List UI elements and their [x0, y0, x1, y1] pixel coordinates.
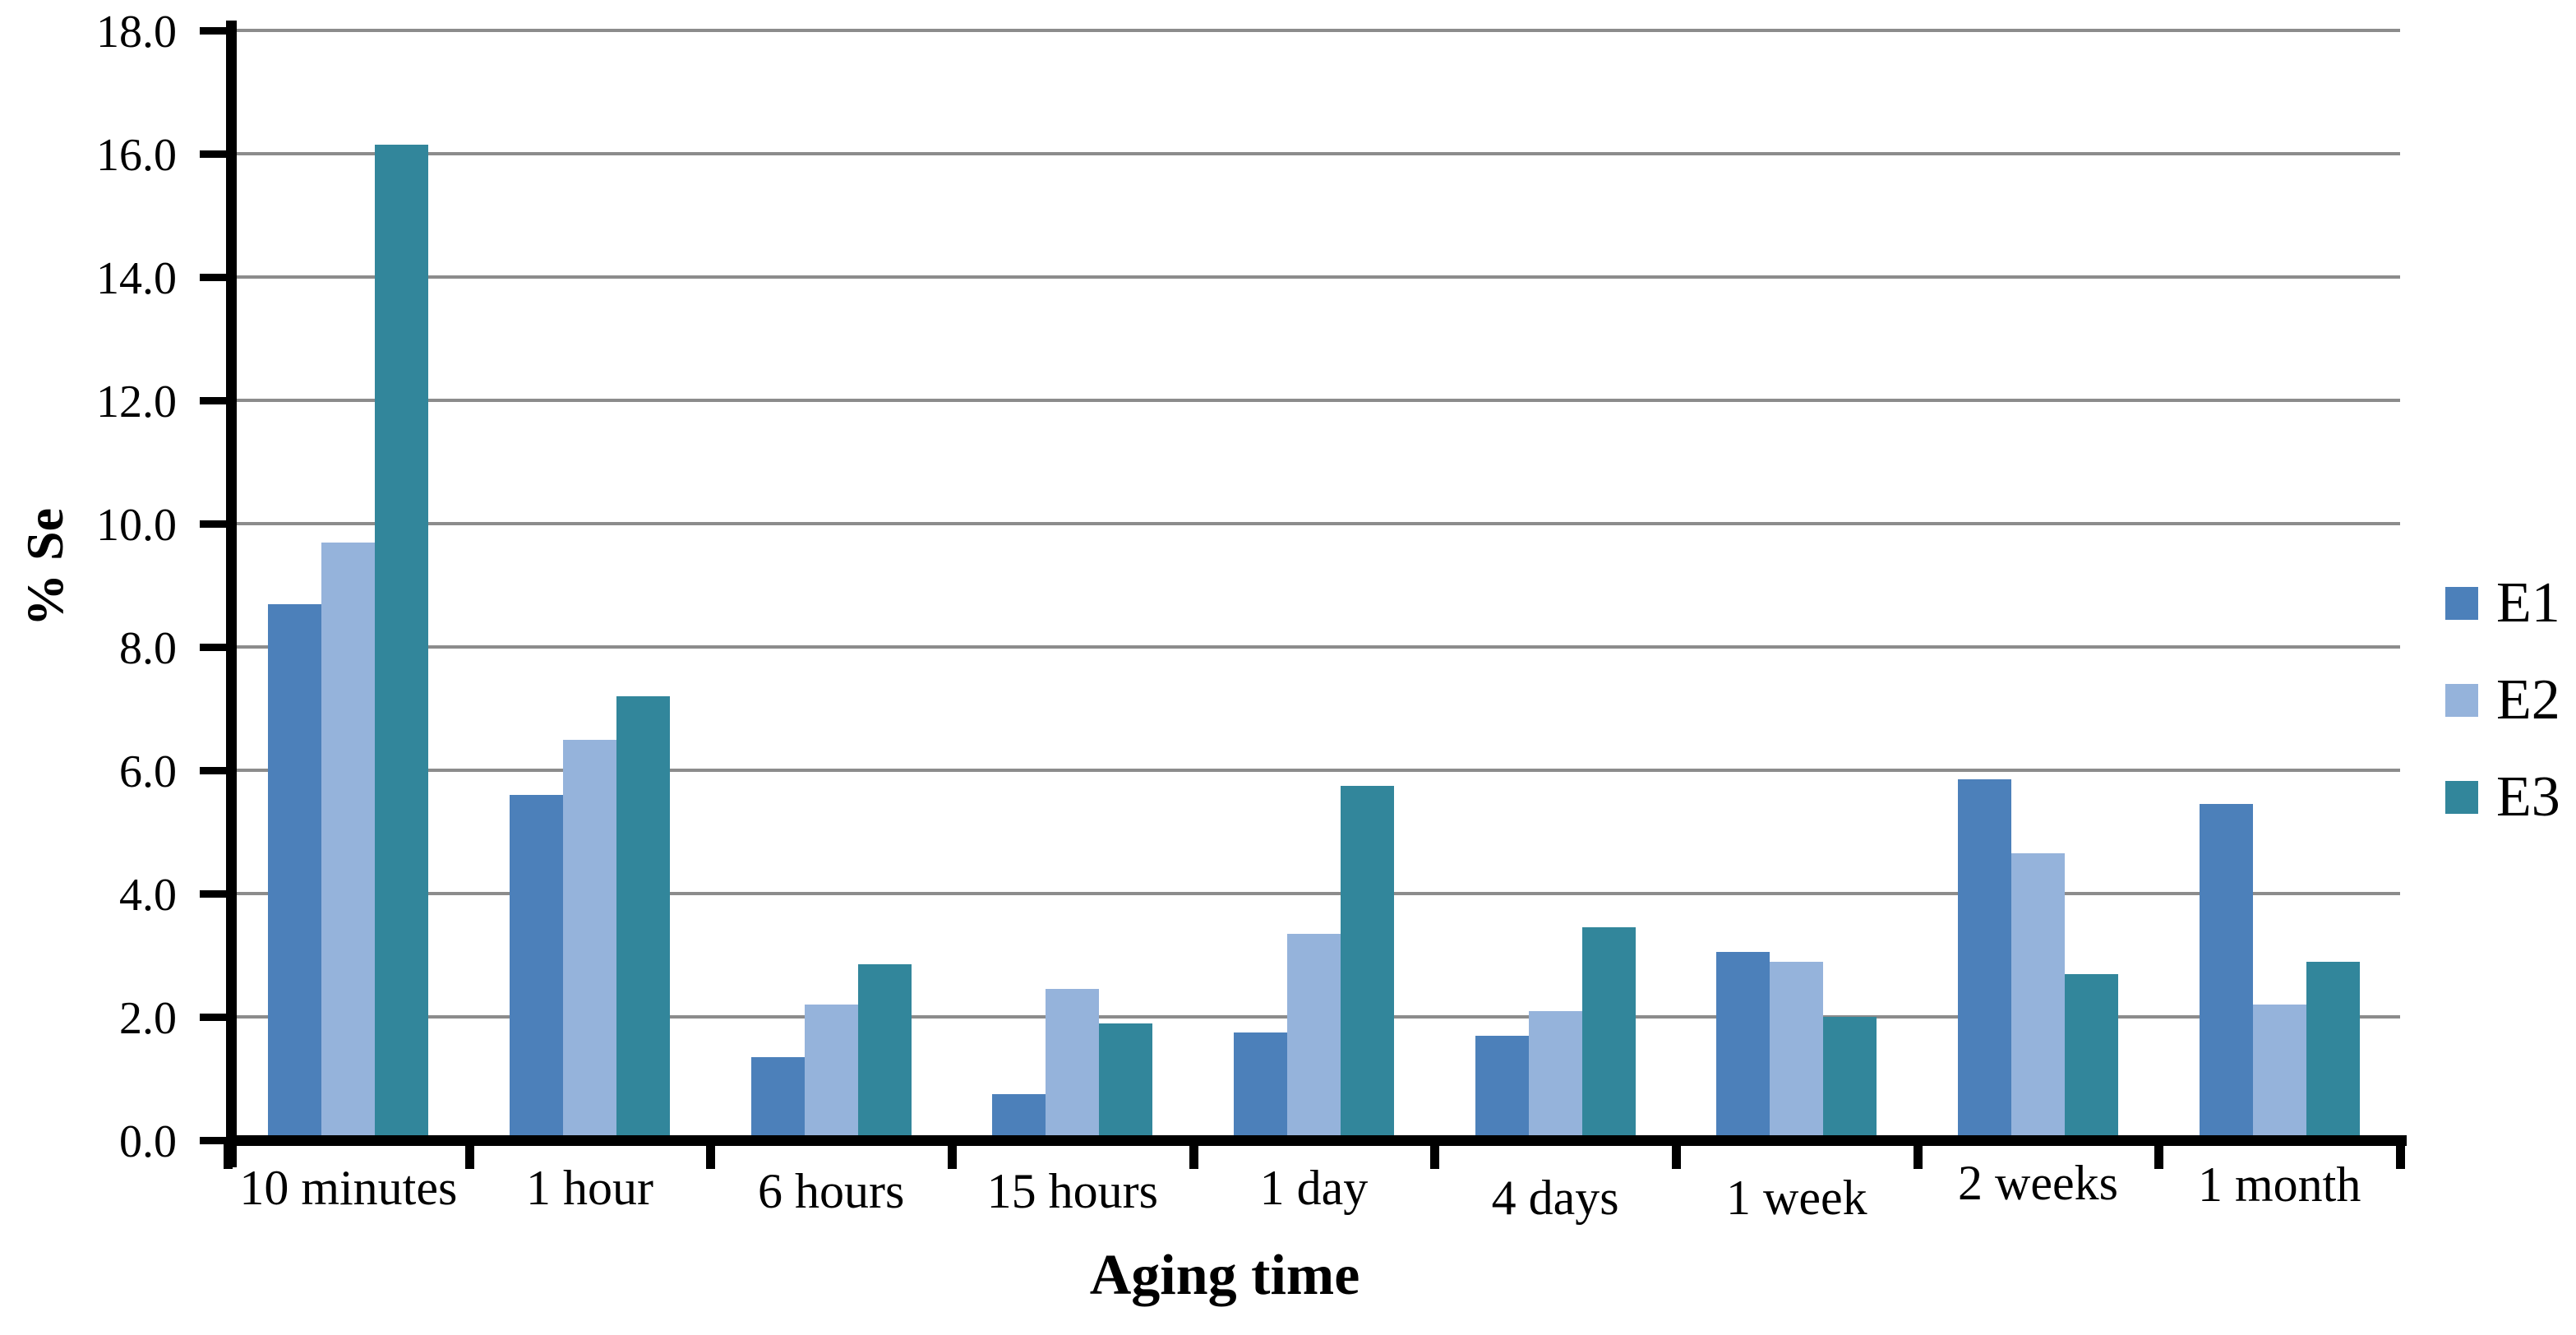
legend-label-e3: E3	[2496, 765, 2560, 829]
x-axis-tick-5	[1430, 1144, 1440, 1169]
y-tick-label-10.0: 10.0	[96, 500, 177, 551]
x-axis-tick-2	[706, 1144, 716, 1169]
x-tick-label-10-minutes: 10 minutes	[239, 1161, 458, 1215]
y-tick-label-0.0: 0.0	[119, 1116, 177, 1167]
legend-label-e2: E2	[2496, 668, 2560, 732]
y-axis-line	[226, 21, 237, 1167]
bar-e3-2-weeks	[2065, 973, 2118, 1140]
x-tick-label-1-hour: 1 hour	[525, 1161, 653, 1215]
gridline-y-12	[228, 399, 2400, 402]
x-axis-title: Aging time	[1089, 1244, 1360, 1307]
y-tick-label-18.0: 18.0	[96, 7, 177, 58]
bar-e2-6-hours	[804, 1005, 858, 1140]
bar-e3-1-day	[1341, 785, 1394, 1140]
bar-e3-1-hour	[616, 696, 670, 1140]
bar-e1-15-hours	[992, 1093, 1046, 1140]
x-tick-label-15-hours: 15 hours	[986, 1164, 1158, 1218]
y-axis-tick-8	[200, 644, 228, 651]
y-axis-tick-14	[200, 274, 228, 281]
gridline-y-14	[228, 275, 2400, 279]
bar-e2-1-hour	[563, 739, 616, 1140]
bar-e2-15-hours	[1046, 989, 1100, 1140]
bar-e1-10-minutes	[268, 603, 322, 1140]
bar-e1-4-days	[1475, 1035, 1529, 1140]
x-axis-tick-3	[948, 1144, 957, 1169]
y-tick-label-8.0: 8.0	[119, 623, 177, 674]
x-axis-tick-6	[1672, 1144, 1681, 1169]
gridline-y-4	[228, 892, 2400, 895]
y-axis-tick-6	[200, 767, 228, 774]
bar-e2-1-month	[2252, 1005, 2306, 1140]
bar-e1-2-weeks	[1958, 779, 2011, 1140]
bar-e1-6-hours	[750, 1056, 805, 1140]
x-axis-tick-8	[2154, 1144, 2164, 1169]
bar-e2-10-minutes	[321, 542, 376, 1140]
x-axis-tick-9	[2396, 1144, 2405, 1169]
legend-label-e1: E1	[2496, 571, 2560, 635]
y-axis-tick-4	[200, 890, 228, 898]
legend-swatch-e3-icon	[2445, 781, 2478, 814]
bar-e3-1-week	[1823, 1017, 1877, 1140]
y-tick-label-2.0: 2.0	[119, 993, 177, 1044]
legend-swatch-e2-icon	[2445, 684, 2478, 717]
legend-item-e1: E1	[2445, 574, 2560, 633]
bar-e2-1-day	[1287, 933, 1341, 1140]
x-tick-label-1-week: 1 week	[1726, 1171, 1867, 1225]
x-axis-tick-0	[224, 1144, 233, 1169]
y-tick-label-16.0: 16.0	[96, 130, 177, 181]
gridline-y-10	[228, 522, 2400, 525]
bar-e1-1-week	[1716, 952, 1770, 1140]
legend-swatch-e1-icon	[2445, 587, 2478, 620]
y-axis-title: % Se	[16, 508, 74, 626]
bar-e3-6-hours	[857, 964, 912, 1140]
x-axis-tick-1	[464, 1144, 474, 1169]
x-axis-tick-7	[1913, 1144, 1923, 1169]
y-axis-tick-16	[200, 150, 228, 158]
legend-item-e3: E3	[2445, 768, 2560, 827]
y-tick-label-14.0: 14.0	[96, 253, 177, 304]
y-axis-tick-10	[200, 520, 228, 528]
x-axis-line	[226, 1135, 2407, 1146]
bar-e3-10-minutes	[375, 144, 429, 1140]
x-tick-label-2-weeks: 2 weeks	[1958, 1156, 2118, 1210]
legend-item-e2: E2	[2445, 671, 2560, 730]
x-tick-label-6-hours: 6 hours	[757, 1164, 905, 1218]
gridline-y-8	[228, 645, 2400, 649]
bar-e1-1-day	[1234, 1032, 1287, 1140]
y-axis-tick-12	[200, 397, 228, 404]
y-tick-label-6.0: 6.0	[119, 746, 177, 797]
x-axis-tick-4	[1189, 1144, 1198, 1169]
gridline-y-18	[228, 29, 2400, 32]
y-axis-tick-0	[200, 1137, 228, 1144]
y-axis-tick-18	[200, 27, 228, 35]
x-tick-label-1-month: 1 month	[2197, 1157, 2361, 1212]
gridline-y-6	[228, 769, 2400, 772]
y-axis-tick-2	[200, 1014, 228, 1021]
gridline-y-16	[228, 152, 2400, 155]
x-tick-label-1-day: 1 day	[1259, 1161, 1369, 1215]
bar-e1-1-month	[2199, 804, 2253, 1140]
bar-e3-1-month	[2306, 961, 2360, 1140]
bar-e2-4-days	[1528, 1010, 1582, 1140]
bar-e1-1-hour	[510, 795, 563, 1140]
bar-e2-2-weeks	[2011, 853, 2065, 1140]
bar-e2-1-week	[1770, 961, 1824, 1140]
bar-e3-4-days	[1581, 927, 1636, 1140]
x-tick-label-4-days: 4 days	[1491, 1171, 1619, 1225]
y-tick-label-12.0: 12.0	[96, 376, 177, 427]
bar-e3-15-hours	[1099, 1023, 1153, 1140]
y-tick-label-4.0: 4.0	[119, 870, 177, 921]
